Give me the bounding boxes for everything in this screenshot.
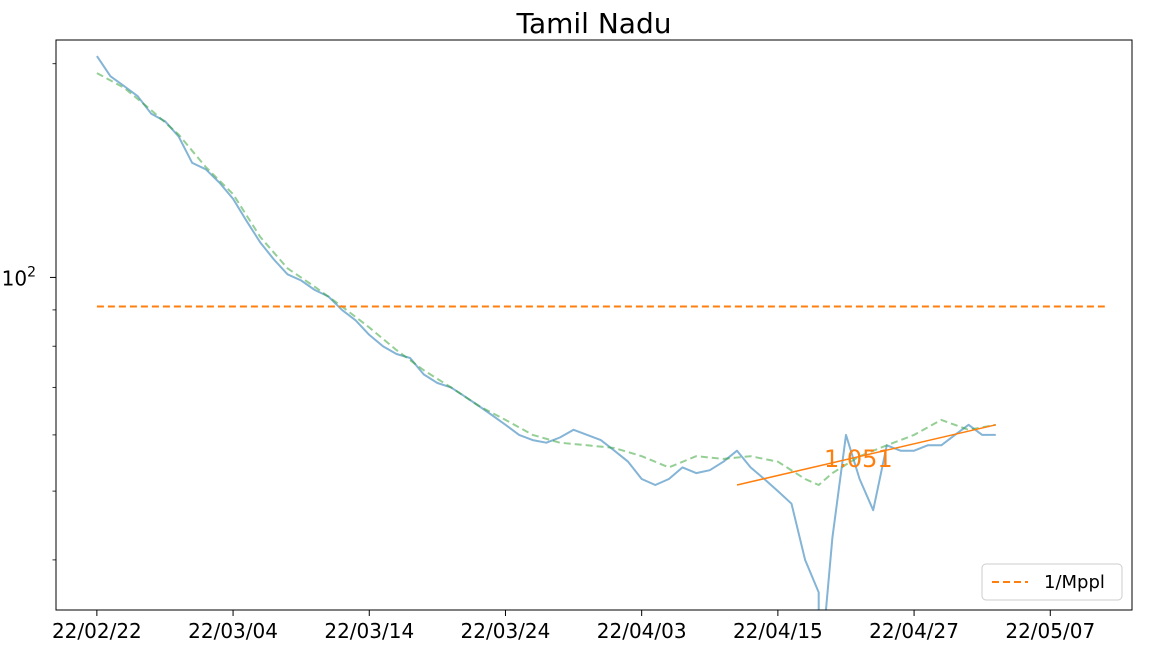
y-tick-label: 102 xyxy=(2,264,36,290)
plot-area: 1.051 xyxy=(96,55,1105,610)
legend: 1/Mppl xyxy=(981,563,1123,601)
smoothed-series-line xyxy=(96,72,996,486)
trend-line xyxy=(736,424,996,486)
x-tick-label: 22/03/04 xyxy=(188,619,278,643)
trend-annotation: 1.051 xyxy=(824,445,893,473)
x-tick-label: 22/03/24 xyxy=(461,619,551,643)
daily-series-line xyxy=(96,55,996,610)
x-tick-label: 22/03/14 xyxy=(324,619,414,643)
x-tick-label: 22/05/07 xyxy=(1005,619,1095,643)
x-tick-label: 22/04/27 xyxy=(869,619,959,643)
axes: 22/02/22 22/03/04 22/03/14 22/03/24 22/04/03… xyxy=(2,39,1133,643)
x-tick-label: 22/02/22 xyxy=(52,619,142,643)
legend-entry: 1/Mppl xyxy=(1044,572,1105,593)
legend-box xyxy=(981,563,1123,601)
x-tick-label: 22/04/15 xyxy=(733,619,823,643)
plot-frame xyxy=(55,39,1133,611)
x-tick-label: 22/04/03 xyxy=(597,619,687,643)
chart-title: Tamil Nadu xyxy=(516,7,672,40)
